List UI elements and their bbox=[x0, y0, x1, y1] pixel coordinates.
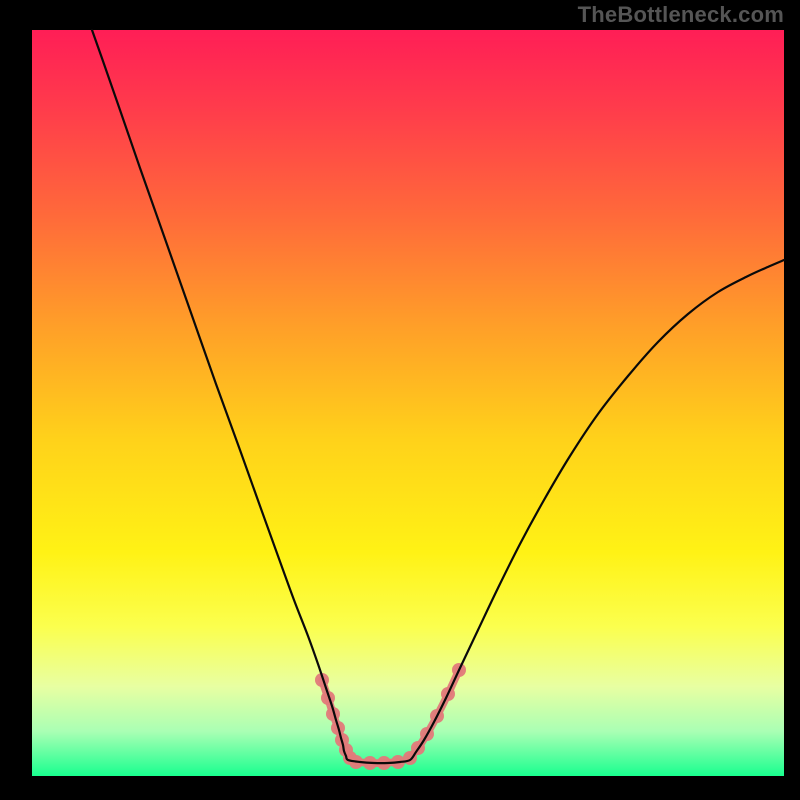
heat-gradient-background bbox=[32, 30, 784, 776]
bottleneck-curve-chart bbox=[0, 0, 800, 800]
chart-stage: TheBottleneck.com bbox=[0, 0, 800, 800]
watermark-text: TheBottleneck.com bbox=[578, 2, 784, 28]
